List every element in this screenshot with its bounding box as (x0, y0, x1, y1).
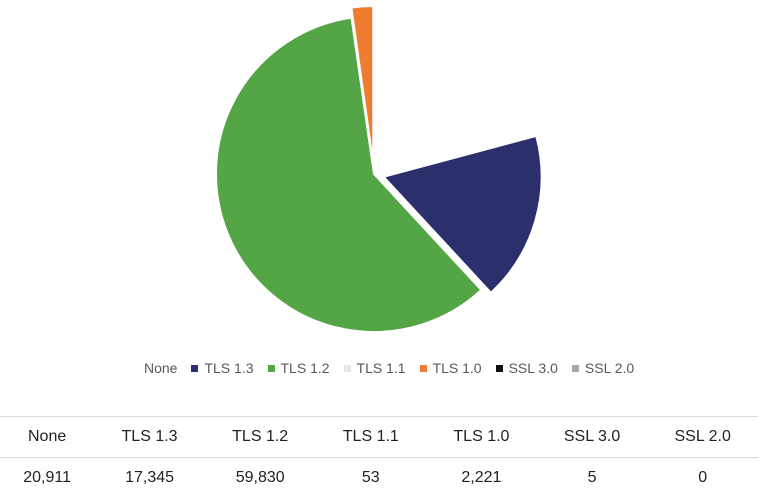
pie-chart (0, 0, 770, 350)
table-cell: 53 (315, 458, 426, 498)
legend-item-tls-1-0: TLS 1.0 (420, 360, 482, 376)
column-header: TLS 1.0 (426, 417, 537, 458)
legend-label: SSL 3.0 (509, 360, 558, 376)
legend-item-tls-1-2: TLS 1.2 (268, 360, 330, 376)
legend-swatch (572, 365, 579, 372)
column-header: SSL 2.0 (647, 417, 758, 458)
legend-label: TLS 1.0 (433, 360, 482, 376)
column-header: SSL 3.0 (537, 417, 648, 458)
chart-legend: None TLS 1.3 TLS 1.2 TLS 1.1 TLS 1.0 SSL 3.0 S… (144, 358, 648, 378)
legend-item-tls-1-1: TLS 1.1 (344, 360, 406, 376)
column-header: TLS 1.1 (315, 417, 426, 458)
legend-item-ssl-2-0: SSL 2.0 (572, 360, 634, 376)
legend-label: SSL 2.0 (585, 360, 634, 376)
table-cell: 59,830 (205, 458, 316, 498)
legend-label: TLS 1.3 (204, 360, 253, 376)
column-header: TLS 1.3 (94, 417, 205, 458)
column-header: None (0, 417, 94, 458)
column-header: TLS 1.2 (205, 417, 316, 458)
legend-swatch (344, 365, 351, 372)
legend-item-ssl-3-0: SSL 3.0 (496, 360, 558, 376)
legend-item-none: None (144, 360, 177, 376)
table-cell: 5 (537, 458, 648, 498)
table-cell: 20,911 (0, 458, 94, 498)
legend-swatch (191, 365, 198, 372)
legend-swatch (268, 365, 275, 372)
table-cell: 0 (647, 458, 758, 498)
legend-swatch (496, 365, 503, 372)
legend-label: TLS 1.2 (281, 360, 330, 376)
legend-swatch (420, 365, 427, 372)
table-cell: 17,345 (94, 458, 205, 498)
legend-item-tls-1-3: TLS 1.3 (191, 360, 253, 376)
legend-label: TLS 1.1 (357, 360, 406, 376)
legend-label: None (144, 360, 177, 376)
table-cell: 2,221 (426, 458, 537, 498)
